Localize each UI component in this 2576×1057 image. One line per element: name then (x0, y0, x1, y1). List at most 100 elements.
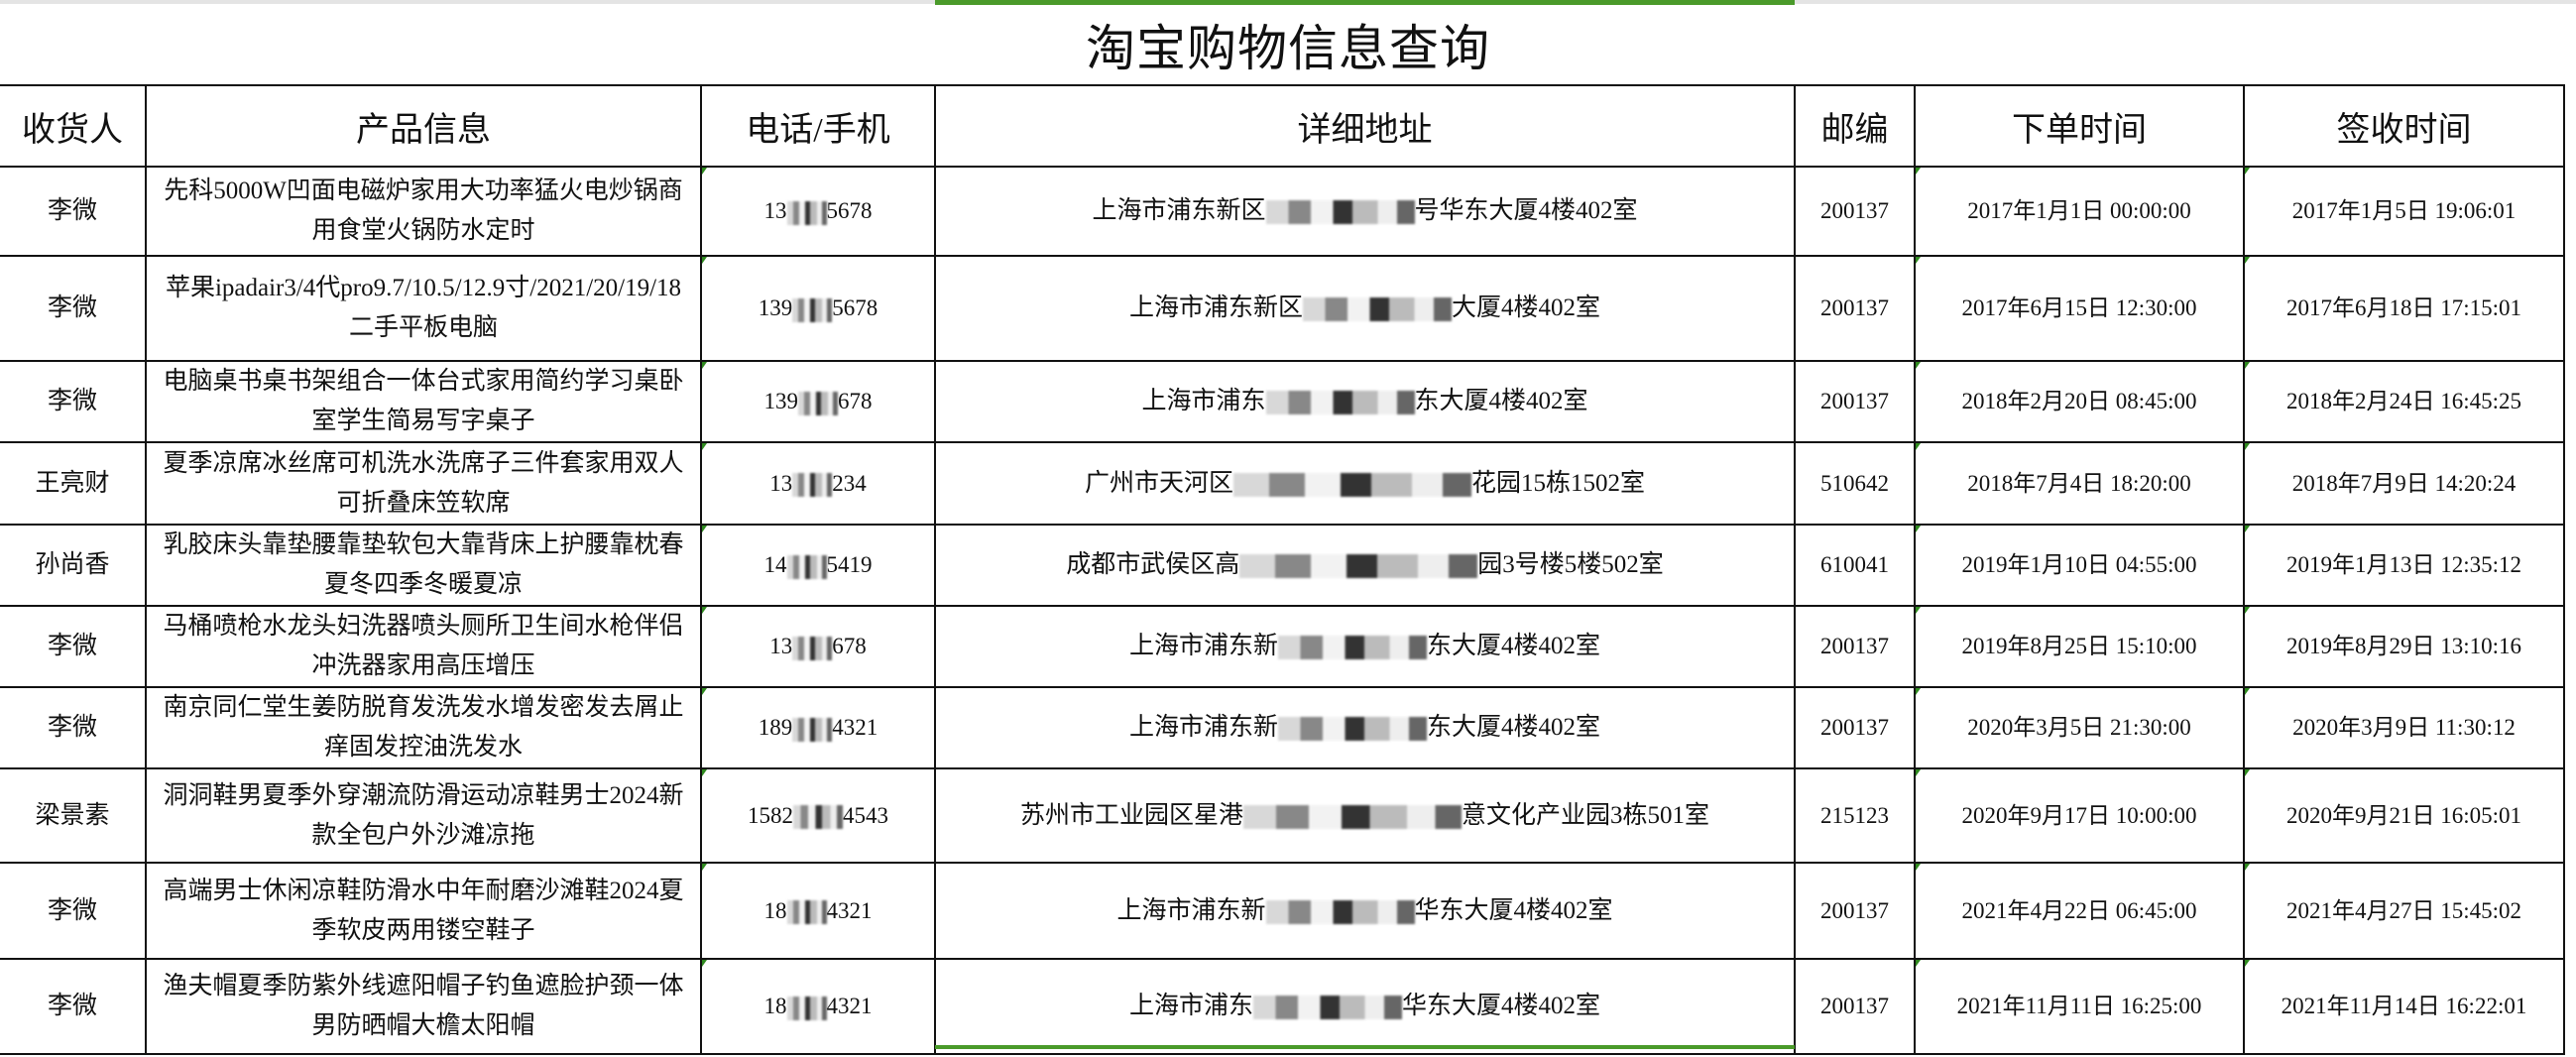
order-time-cell[interactable]: 2017年6月15日 12:30:00 (1914, 255, 2245, 362)
recipient-cell[interactable]: 梁景素 (0, 767, 147, 864)
phone-suffix: 678 (838, 389, 873, 413)
sign-time-cell[interactable]: 2020年9月21日 16:05:01 (2243, 767, 2565, 864)
zip-cell[interactable]: 200137 (1794, 166, 1916, 257)
redacted-blur (792, 636, 833, 660)
phone-cell[interactable]: 139 678 (700, 360, 936, 443)
sheet-title[interactable]: 淘宝购物信息查询 (1086, 21, 1490, 76)
phone-suffix: 678 (832, 634, 867, 658)
product-cell[interactable]: 电脑桌书桌书架组合一体台式家用简约学习桌卧室学生简易写字桌子 (145, 360, 702, 443)
phone-cell[interactable]: 14 5419 (700, 524, 936, 607)
redacted-blur (786, 554, 827, 579)
order-time-cell[interactable]: 2021年4月22日 06:45:00 (1914, 862, 2245, 960)
table-row: 李微 渔夫帽夏季防紫外线遮阳帽子钓鱼遮脸护颈一体男防晒帽大檐太阳帽 18 4321 上海… (0, 958, 2565, 1055)
recipient-cell[interactable]: 李微 (0, 360, 147, 443)
address-cell[interactable]: 成都市武侯区高 园3号楼5楼502室 (934, 524, 1796, 607)
zip-cell[interactable]: 215123 (1794, 767, 1916, 864)
sign-time-cell[interactable]: 2019年1月13日 12:35:12 (2243, 524, 2565, 607)
header-phone[interactable]: 电话/手机 (700, 84, 936, 168)
phone-suffix: 5419 (826, 552, 873, 577)
product-cell[interactable]: 渔夫帽夏季防紫外线遮阳帽子钓鱼遮脸护颈一体男防晒帽大檐太阳帽 (145, 958, 702, 1055)
product-cell[interactable]: 南京同仁堂生姜防脱育发洗发水增发密发去屑止痒固发控油洗发水 (145, 686, 702, 769)
product-cell[interactable]: 苹果ipadair3/4代pro9.7/10.5/12.9寸/2021/20/1… (145, 255, 702, 362)
phone-prefix: 14 (763, 552, 787, 577)
recipient-cell[interactable]: 李微 (0, 166, 147, 257)
phone-cell[interactable]: 13 678 (700, 605, 936, 688)
header-zip[interactable]: 邮编 (1794, 84, 1916, 168)
header-sign-time[interactable]: 签收时间 (2243, 84, 2565, 168)
sign-time-cell[interactable]: 2018年7月9日 14:20:24 (2243, 441, 2565, 526)
phone-cell[interactable]: 13 5678 (700, 166, 936, 257)
sign-time-cell[interactable]: 2018年2月24日 16:45:25 (2243, 360, 2565, 443)
order-time-cell[interactable]: 2018年2月20日 08:45:00 (1914, 360, 2245, 443)
header-address[interactable]: 详细地址 (934, 84, 1796, 168)
selected-column-indicator (935, 0, 1795, 5)
product-cell[interactable]: 高端男士休闲凉鞋防滑水中年耐磨沙滩鞋2024夏季软皮两用镂空鞋子 (145, 862, 702, 960)
redacted-blur (786, 900, 827, 925)
address-prefix: 上海市浦东 (1141, 388, 1266, 414)
zip-cell[interactable]: 610041 (1794, 524, 1916, 607)
selection-border (935, 1045, 1795, 1049)
recipient-cell[interactable]: 孙尚香 (0, 524, 147, 607)
address-suffix: 园3号楼5楼502室 (1477, 551, 1664, 578)
order-time-cell[interactable]: 2017年1月1日 00:00:00 (1914, 166, 2245, 257)
address-cell[interactable]: 上海市浦东新区 大厦4楼402室 (934, 255, 1796, 362)
product-cell[interactable]: 洞洞鞋男夏季外穿潮流防滑运动凉鞋男士2024新款全包户外沙滩凉拖 (145, 767, 702, 864)
zip-cell[interactable]: 200137 (1794, 686, 1916, 769)
phone-suffix: 4543 (843, 802, 888, 828)
redacted-blur (798, 391, 838, 415)
phone-suffix: 4321 (826, 897, 873, 923)
sign-time-cell[interactable]: 2019年8月29日 13:10:16 (2243, 605, 2565, 688)
address-cell[interactable]: 上海市浦东 华东大厦4楼402室 (934, 958, 1796, 1055)
address-suffix: 大厦4楼402室 (1452, 294, 1601, 321)
sign-time-cell[interactable]: 2021年4月27日 15:45:02 (2243, 862, 2565, 960)
redacted-blur (786, 200, 827, 225)
phone-prefix: 1582 (748, 802, 793, 828)
phone-cell[interactable]: 13 234 (700, 441, 936, 526)
recipient-cell[interactable]: 李微 (0, 958, 147, 1055)
recipient-cell[interactable]: 李微 (0, 862, 147, 960)
address-cell[interactable]: 广州市天河区 花园15栋1502室 (934, 441, 1796, 526)
recipient-cell[interactable]: 王亮财 (0, 441, 147, 526)
address-cell[interactable]: 上海市浦东 东大厦4楼402室 (934, 360, 1796, 443)
zip-cell[interactable]: 200137 (1794, 360, 1916, 443)
address-cell[interactable]: 上海市浦东新 东大厦4楼402室 (934, 686, 1796, 769)
zip-cell[interactable]: 200137 (1794, 862, 1916, 960)
phone-cell[interactable]: 18 4321 (700, 862, 936, 960)
sign-time-cell[interactable]: 2021年11月14日 16:22:01 (2243, 958, 2565, 1055)
phone-cell[interactable]: 18 4321 (700, 958, 936, 1055)
header-row: 收货人 产品信息 电话/手机 详细地址 邮编 下单时间 签收时间 (0, 84, 2565, 168)
order-time-cell[interactable]: 2019年8月25日 15:10:00 (1914, 605, 2245, 688)
header-product[interactable]: 产品信息 (145, 84, 702, 168)
sign-time-cell[interactable]: 2017年6月18日 17:15:01 (2243, 255, 2565, 362)
zip-cell[interactable]: 200137 (1794, 958, 1916, 1055)
redacted-blur (1239, 554, 1478, 579)
sign-time-cell[interactable]: 2017年1月5日 19:06:01 (2243, 166, 2565, 257)
order-time-cell[interactable]: 2019年1月10日 04:55:00 (1914, 524, 2245, 607)
header-order-time[interactable]: 下单时间 (1914, 84, 2245, 168)
table-row: 王亮财 夏季凉席冰丝席可机洗水洗席子三件套家用双人可折叠床笠软席 13 234 广州市天… (0, 441, 2565, 526)
address-cell[interactable]: 上海市浦东新 华东大厦4楼402室 (934, 862, 1796, 960)
recipient-cell[interactable]: 李微 (0, 605, 147, 688)
order-time-cell[interactable]: 2018年7月4日 18:20:00 (1914, 441, 2245, 526)
zip-cell[interactable]: 510642 (1794, 441, 1916, 526)
recipient-cell[interactable]: 李微 (0, 255, 147, 362)
address-cell[interactable]: 上海市浦东新 东大厦4楼402室 (934, 605, 1796, 688)
table-row: 李微 高端男士休闲凉鞋防滑水中年耐磨沙滩鞋2024夏季软皮两用镂空鞋子 18 4321… (0, 862, 2565, 960)
order-time-cell[interactable]: 2020年3月5日 21:30:00 (1914, 686, 2245, 769)
address-cell[interactable]: 上海市浦东新区 号华东大厦4楼402室 (934, 166, 1796, 257)
sign-time-cell[interactable]: 2020年3月9日 11:30:12 (2243, 686, 2565, 769)
product-cell[interactable]: 乳胶床头靠垫腰靠垫软包大靠背床上护腰靠枕春夏冬四季冬暖夏凉 (145, 524, 702, 607)
phone-cell[interactable]: 189 4321 (700, 686, 936, 769)
phone-cell[interactable]: 1582 4543 (700, 767, 936, 864)
address-cell[interactable]: 苏州市工业园区星港 意文化产业园3栋501室 (934, 767, 1796, 864)
order-time-cell[interactable]: 2020年9月17日 10:00:00 (1914, 767, 2245, 864)
zip-cell[interactable]: 200137 (1794, 605, 1916, 688)
header-recipient[interactable]: 收货人 (0, 84, 147, 168)
phone-cell[interactable]: 139 5678 (700, 255, 936, 362)
product-cell[interactable]: 先科5000W凹面电磁炉家用大功率猛火电炒锅商用食堂火锅防水定时 (145, 166, 702, 257)
recipient-cell[interactable]: 李微 (0, 686, 147, 769)
zip-cell[interactable]: 200137 (1794, 255, 1916, 362)
order-time-cell[interactable]: 2021年11月11日 16:25:00 (1914, 958, 2245, 1055)
product-cell[interactable]: 夏季凉席冰丝席可机洗水洗席子三件套家用双人可折叠床笠软席 (145, 441, 702, 526)
product-cell[interactable]: 马桶喷枪水龙头妇洗器喷头厕所卫生间水枪伴侣冲洗器家用高压增压 (145, 605, 702, 688)
